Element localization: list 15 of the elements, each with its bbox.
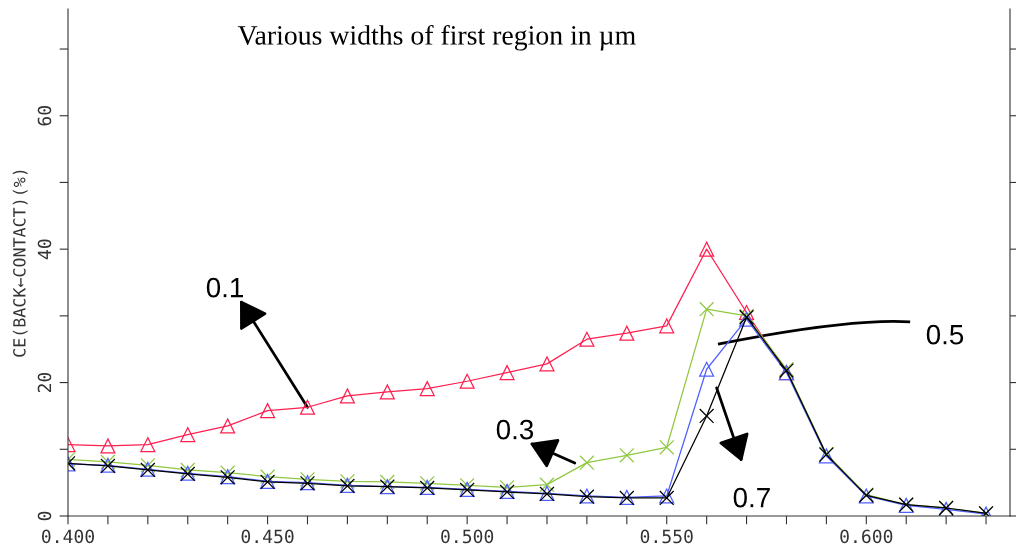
annotation: 0.5 [926, 324, 964, 345]
text: Various widths of first region in µm [237, 24, 636, 51]
y-tick-label: 0 [37, 511, 52, 521]
annotation: 0.1 [206, 277, 243, 298]
x-tick-label: 0.600 [840, 529, 893, 544]
y-tick-label: 60 [37, 106, 52, 126]
y-tick-label: 40 [37, 239, 52, 260]
annotation: 0.7 [733, 487, 770, 508]
x-tick-label: 0.550 [640, 529, 693, 544]
x-tick-label: 0.450 [241, 529, 294, 544]
x-tick-label: 0.400 [42, 529, 95, 544]
y-tick-label: 20 [37, 372, 52, 393]
x-tick-label: 0.500 [441, 529, 494, 544]
y-axis-title: CE(BACK←CONTACT)(%) [12, 170, 28, 357]
annotation: 0.3 [496, 419, 534, 440]
